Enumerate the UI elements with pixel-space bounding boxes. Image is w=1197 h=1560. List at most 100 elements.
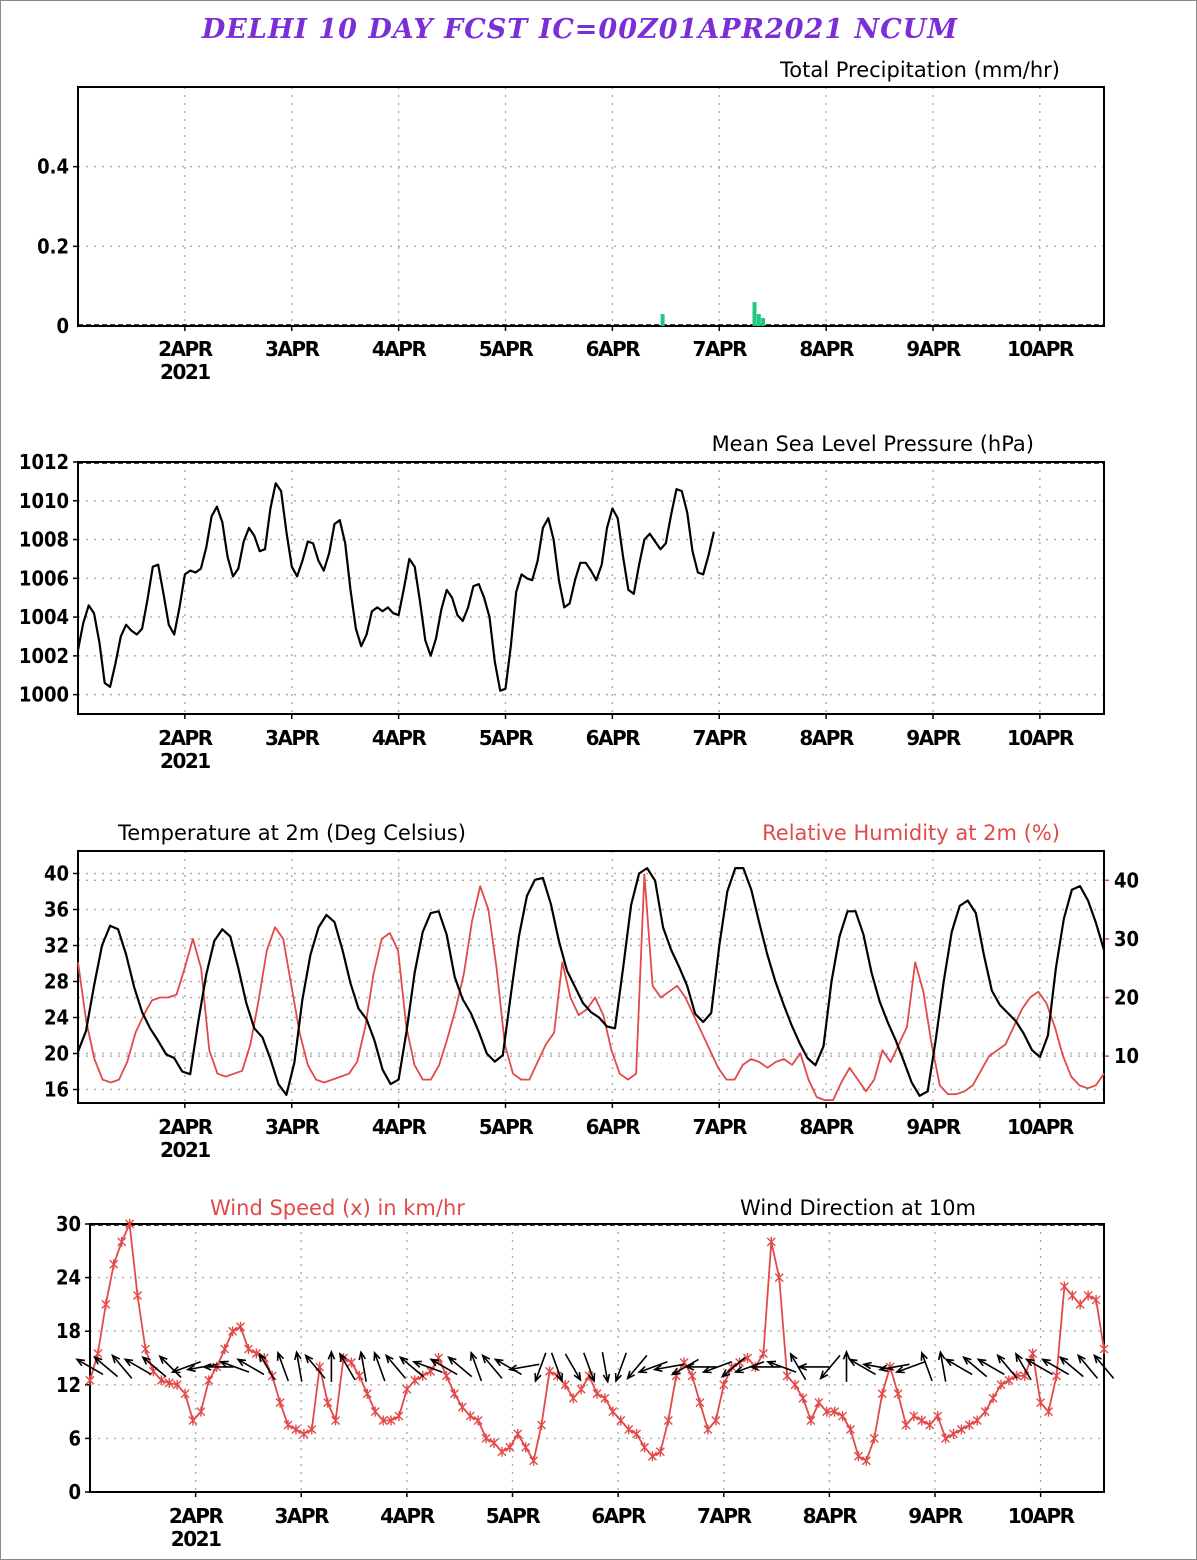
- wind-speed-point: [473, 1415, 483, 1426]
- wind-speed-point: [457, 1402, 467, 1413]
- wind-direction-arrow: [550, 1352, 564, 1383]
- wind-speed-point: [299, 1428, 309, 1439]
- wind-direction-arrow: [534, 1352, 547, 1383]
- wind-direction-arrow: [748, 1363, 781, 1371]
- y2-tick-label: 20: [1114, 986, 1139, 1010]
- x-year-label: 2021: [160, 360, 210, 384]
- wind-direction-arrow: [797, 1363, 830, 1371]
- wind-speed-point: [830, 1406, 840, 1417]
- wind-speed-point: [164, 1378, 174, 1389]
- wind-speed-point: [410, 1375, 420, 1386]
- wind-speed-point: [838, 1411, 848, 1422]
- wind-speed-point: [964, 1420, 974, 1430]
- wind-speed-point: [592, 1388, 602, 1399]
- humidity-title: Relative Humidity at 2m (%): [762, 821, 1060, 845]
- wind-speed-point: [117, 1236, 127, 1247]
- wind-speed-point: [1012, 1370, 1022, 1381]
- y-tick-label: 24: [44, 1006, 69, 1030]
- x-tick-label: 7APR: [697, 1504, 752, 1528]
- wind-speed-point: [370, 1406, 380, 1417]
- y-tick-label: 0.2: [37, 234, 69, 258]
- wind-speed-point: [101, 1299, 111, 1310]
- wind-speed-point: [806, 1415, 816, 1426]
- wind-speed-point: [307, 1424, 317, 1435]
- x-tick-label: 8APR: [799, 337, 854, 361]
- wind-speed-point: [1099, 1344, 1109, 1355]
- y-tick-label: 1006: [19, 566, 69, 590]
- wind-speed-point: [996, 1379, 1006, 1390]
- wind-speed-point: [774, 1272, 784, 1283]
- wind-direction-arrow: [481, 1353, 503, 1379]
- y-tick-label: 0.4: [37, 155, 69, 179]
- x-tick-label: 9APR: [906, 1115, 961, 1139]
- wind-speed-point: [465, 1411, 475, 1422]
- wind-speed-point: [711, 1415, 721, 1426]
- x-tick-label: 4APR: [372, 337, 427, 361]
- wind-speed-point: [988, 1393, 998, 1404]
- wind-speed-point: [140, 1344, 150, 1355]
- x-tick-label: 3APR: [275, 1504, 330, 1528]
- wind-direction-arrow: [1093, 1353, 1115, 1379]
- wind-speed-point: [243, 1344, 253, 1355]
- wind-speed-point: [275, 1397, 285, 1408]
- wind-direction-arrow: [920, 1350, 933, 1382]
- wind-speed-point: [956, 1424, 966, 1435]
- wind-direction-arrow: [398, 1355, 424, 1378]
- wind-direction-arrow: [819, 1354, 841, 1380]
- wind-direction-arrow: [652, 1363, 685, 1373]
- x-tick-label: 9APR: [906, 337, 961, 361]
- wind-speed-point: [537, 1420, 547, 1430]
- wind-direction-arrow: [304, 1353, 326, 1379]
- wind-speed-point: [228, 1326, 238, 1337]
- wind-speed-point: [156, 1375, 166, 1386]
- wind-direction-arrow: [141, 1355, 167, 1378]
- wind-panel: Wind Speed (x) in km/hr Wind Direction a…: [56, 1196, 1115, 1551]
- wind-speed-point: [1028, 1348, 1038, 1359]
- x-tick-label: 6APR: [586, 726, 641, 750]
- wind-speed-point: [505, 1442, 515, 1453]
- precip-bar: [660, 314, 665, 326]
- x-tick-label: 5APR: [479, 337, 534, 361]
- wind-direction-arrow: [583, 1352, 596, 1383]
- wind-direction-arrow: [962, 1355, 988, 1378]
- x-tick-label: 10APR: [1008, 1504, 1075, 1528]
- y-tick-label: 24: [56, 1266, 81, 1290]
- wind-direction-arrow: [373, 1350, 386, 1382]
- y-tick-label: 32: [44, 934, 69, 958]
- precip-bar: [752, 302, 757, 326]
- wind-direction-arrow: [170, 1361, 201, 1374]
- wind-speed-point: [917, 1415, 927, 1426]
- y-tick-label: 20: [44, 1042, 69, 1066]
- mslp-line: [76, 482, 715, 692]
- x-tick-label: 6APR: [591, 1504, 646, 1528]
- wind-direction-arrow: [976, 1358, 1005, 1376]
- wind-speed-point: [362, 1388, 372, 1399]
- y-tick-label: 28: [44, 970, 69, 994]
- wind-direction-arrow: [201, 1363, 234, 1371]
- plot-frame: [77, 461, 1105, 715]
- plot-frame: [77, 86, 1105, 327]
- wind-speed-point: [529, 1455, 539, 1466]
- wind-direction-arrow: [684, 1363, 717, 1371]
- wind-speed-point: [758, 1348, 768, 1359]
- wind-direction-arrow: [507, 1363, 540, 1373]
- wind-speed-point: [513, 1428, 523, 1439]
- wind-speed-point: [616, 1415, 626, 1426]
- wind-direction-arrow: [93, 1356, 119, 1378]
- wind-speed-point: [323, 1397, 333, 1408]
- x-tick-label: 5APR: [479, 726, 534, 750]
- y2-tick-label: 30: [1114, 927, 1139, 951]
- wind-speed-point: [909, 1411, 919, 1422]
- wind-direction-arrow: [158, 1354, 182, 1379]
- x-tick-label: 8APR: [799, 1115, 854, 1139]
- wind-direction-arrow: [258, 1352, 276, 1381]
- wind-speed-point: [188, 1415, 198, 1426]
- wind-speed-point: [846, 1424, 855, 1435]
- wind-direction-arrow: [614, 1352, 628, 1383]
- wind-speed-point: [647, 1451, 657, 1462]
- x-tick-label: 7APR: [693, 1115, 748, 1139]
- y-tick-label: 0: [56, 314, 69, 338]
- x-tick-label: 2APR: [169, 1504, 224, 1528]
- wind-direction-arrow: [276, 1350, 290, 1382]
- wind-speed-point: [877, 1388, 887, 1399]
